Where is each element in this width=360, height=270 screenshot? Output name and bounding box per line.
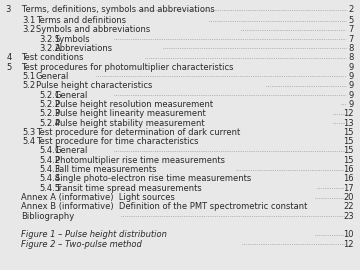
Text: Pulse height stability measurement: Pulse height stability measurement <box>55 119 204 127</box>
Text: 15: 15 <box>343 137 354 146</box>
Text: Test procedure for time characteristics: Test procedure for time characteristics <box>36 137 198 146</box>
Text: 3.2: 3.2 <box>22 25 36 34</box>
Text: Single photo-electron rise time measurements: Single photo-electron rise time measurem… <box>55 174 251 183</box>
Text: 12: 12 <box>343 109 354 118</box>
Text: 10: 10 <box>343 230 354 239</box>
Text: 5.3: 5.3 <box>22 128 36 137</box>
Text: 7: 7 <box>348 25 354 34</box>
Text: Photomultiplier rise time measurements: Photomultiplier rise time measurements <box>55 156 225 165</box>
Text: 7: 7 <box>348 35 354 44</box>
Text: 5.4.1: 5.4.1 <box>40 147 60 156</box>
Text: 22: 22 <box>343 202 354 211</box>
Text: Transit time spread measurements: Transit time spread measurements <box>55 184 202 193</box>
Text: 9: 9 <box>348 63 354 72</box>
Text: General: General <box>36 72 69 81</box>
Text: Terms and definitions: Terms and definitions <box>36 16 126 25</box>
Text: General: General <box>55 91 88 100</box>
Text: 9: 9 <box>348 100 354 109</box>
Text: Symbols and abbreviations: Symbols and abbreviations <box>36 25 150 34</box>
Text: 3.1: 3.1 <box>22 16 36 25</box>
Text: Abbreviations: Abbreviations <box>55 44 113 53</box>
Text: 5.4: 5.4 <box>22 137 35 146</box>
Text: 8: 8 <box>348 44 354 53</box>
Text: 20: 20 <box>343 193 354 202</box>
Text: 23: 23 <box>343 212 354 221</box>
Text: 16: 16 <box>343 174 354 183</box>
Text: Fall time measurements: Fall time measurements <box>55 165 156 174</box>
Text: 15: 15 <box>343 147 354 156</box>
Text: 5: 5 <box>348 16 354 25</box>
Text: 5.2.2: 5.2.2 <box>40 100 60 109</box>
Text: 15: 15 <box>343 128 354 137</box>
Text: 5: 5 <box>6 63 12 72</box>
Text: 3.2.2: 3.2.2 <box>40 44 61 53</box>
Text: 5.1: 5.1 <box>22 72 35 81</box>
Text: Symbols: Symbols <box>55 35 90 44</box>
Text: Pulse height resolution measurement: Pulse height resolution measurement <box>55 100 213 109</box>
Text: 9: 9 <box>348 72 354 81</box>
Text: Test conditions: Test conditions <box>21 53 84 62</box>
Text: 5.4.5: 5.4.5 <box>40 184 60 193</box>
Text: 3    Terms, definitions, symbols and abbreviations: 3 Terms, definitions, symbols and abbrev… <box>6 5 215 14</box>
Text: 5.2: 5.2 <box>22 81 35 90</box>
Text: Pulse height characteristics: Pulse height characteristics <box>36 81 152 90</box>
Text: 12: 12 <box>343 240 354 249</box>
Text: Test procedure for determination of dark current: Test procedure for determination of dark… <box>36 128 240 137</box>
Text: 4: 4 <box>6 53 12 62</box>
Text: Test procedures for photomultiplier characteristics: Test procedures for photomultiplier char… <box>21 63 233 72</box>
Text: 5.2.1: 5.2.1 <box>40 91 60 100</box>
Text: General: General <box>55 147 88 156</box>
Text: 5.2.3: 5.2.3 <box>40 109 61 118</box>
Text: 15: 15 <box>343 156 354 165</box>
Text: 9: 9 <box>348 91 354 100</box>
Text: Annex A (informative)  Light sources: Annex A (informative) Light sources <box>21 193 175 202</box>
Text: Figure 2 – Two-pulse method: Figure 2 – Two-pulse method <box>21 240 142 249</box>
Text: 8: 8 <box>348 53 354 62</box>
Text: Annex B (informative)  Definition of the PMT spectrometric constant: Annex B (informative) Definition of the … <box>21 202 307 211</box>
Text: 5.4.4: 5.4.4 <box>40 174 60 183</box>
Text: Pulse height linearity measurement: Pulse height linearity measurement <box>55 109 206 118</box>
Text: 5.4.3: 5.4.3 <box>40 165 61 174</box>
Text: 5.2.4: 5.2.4 <box>40 119 60 127</box>
Text: 13: 13 <box>343 119 354 127</box>
Text: 5.4.2: 5.4.2 <box>40 156 60 165</box>
Text: 9: 9 <box>348 81 354 90</box>
Text: 16: 16 <box>343 165 354 174</box>
Text: Figure 1 – Pulse height distribution: Figure 1 – Pulse height distribution <box>21 230 167 239</box>
Text: 17: 17 <box>343 184 354 193</box>
Text: 3.2.1: 3.2.1 <box>40 35 61 44</box>
Text: Bibliography: Bibliography <box>21 212 74 221</box>
Text: 2: 2 <box>348 5 354 14</box>
